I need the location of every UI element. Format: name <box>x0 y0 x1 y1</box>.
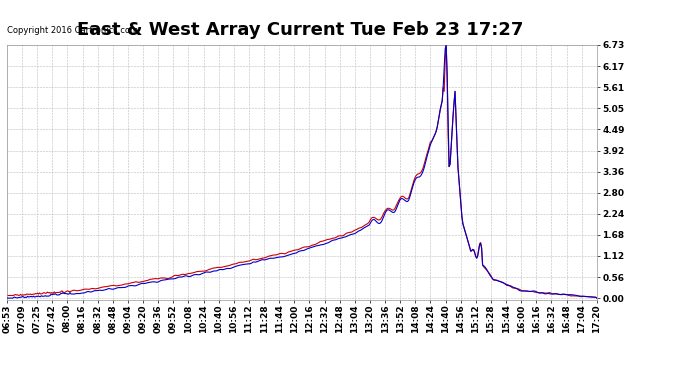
Text: West Array  (DC Amps): West Array (DC Amps) <box>499 26 615 36</box>
Text: Copyright 2016 Cartronics.com: Copyright 2016 Cartronics.com <box>7 26 138 35</box>
Text: East Array  (DC Amps): East Array (DC Amps) <box>373 26 486 36</box>
Text: East & West Array Current Tue Feb 23 17:27: East & West Array Current Tue Feb 23 17:… <box>77 21 523 39</box>
